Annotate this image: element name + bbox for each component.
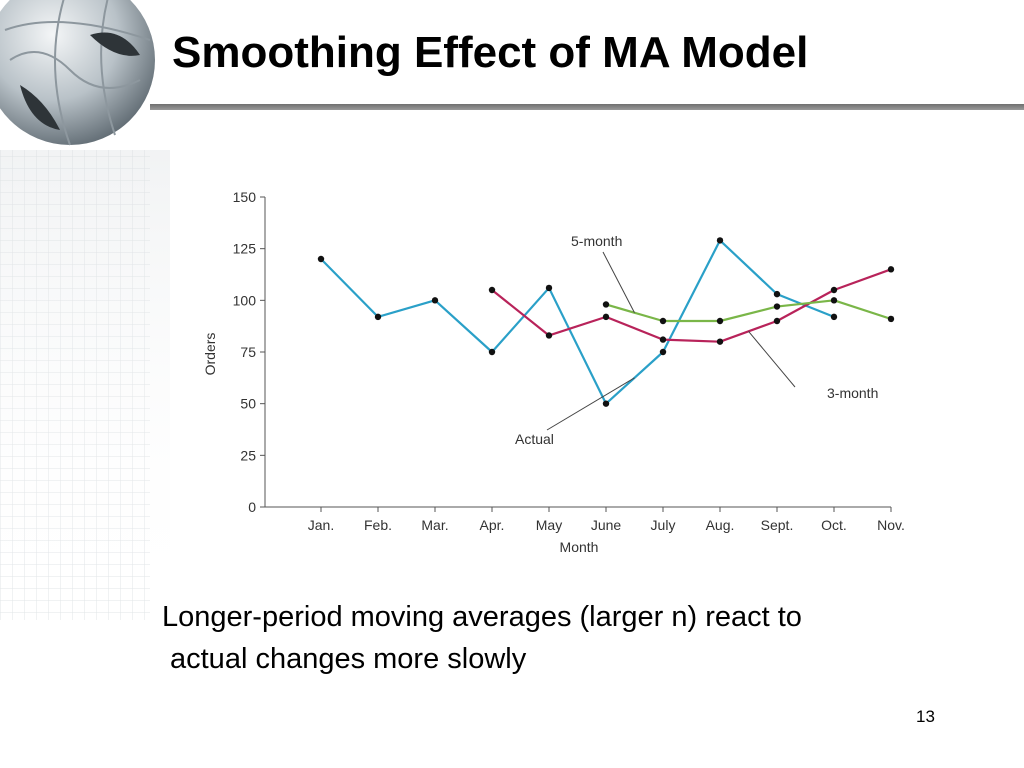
chart-axes: 0 25 50 75 100 125 150 Jan. Feb. Mar. Apr. May June J… xyxy=(233,189,905,533)
title-underline xyxy=(150,104,1024,110)
x-axis-label: Month xyxy=(560,539,599,555)
annotation-leader-line xyxy=(602,251,635,313)
moving-average-chart: 0 25 50 75 100 125 150 Jan. Feb. Mar. Apr. May June J… xyxy=(202,189,905,555)
data-point-3-month xyxy=(716,338,724,345)
data-point-3-month xyxy=(773,317,781,325)
data-point-actual xyxy=(317,255,325,263)
data-point-3-month xyxy=(659,336,667,343)
data-point-actual xyxy=(716,237,724,244)
annotation-label: 3-month xyxy=(827,385,878,401)
y-tick-label: 25 xyxy=(240,447,256,463)
slide-title: Smoothing Effect of MA Model xyxy=(172,28,809,77)
y-axis-label: Orders xyxy=(202,333,218,376)
annotation-leader-line xyxy=(748,331,796,388)
data-point-5-month xyxy=(887,315,895,323)
data-point-3-month xyxy=(830,286,838,294)
data-point-actual xyxy=(773,290,781,298)
caption-line-2: actual changes more slowly xyxy=(170,643,527,675)
data-point-5-month xyxy=(602,301,610,308)
data-point-3-month xyxy=(602,313,610,321)
x-tick-label: Feb. xyxy=(364,517,392,533)
data-point-5-month xyxy=(659,317,667,325)
x-tick-label: Aug. xyxy=(706,517,735,533)
data-point-actual xyxy=(374,313,382,321)
data-point-actual xyxy=(602,400,610,407)
x-tick-label: Jan. xyxy=(308,517,334,533)
data-point-5-month xyxy=(716,317,724,325)
data-point-actual xyxy=(659,348,667,356)
y-tick-label: 50 xyxy=(240,396,256,412)
caption-line-1: Longer-period moving averages (larger n)… xyxy=(162,601,802,633)
y-tick-label: 150 xyxy=(233,189,257,205)
data-point-5-month xyxy=(830,297,838,304)
annotation-label: Actual xyxy=(515,431,554,447)
chart-container: 0 25 50 75 100 125 150 Jan. Feb. Mar. Apr. May June J… xyxy=(195,180,925,560)
chart-annotations: 5-month 3-month Actual xyxy=(515,233,878,447)
data-point-actual xyxy=(830,313,838,321)
slide-caption: Longer-period moving averages (larger n)… xyxy=(162,596,982,680)
x-tick-label: July xyxy=(651,517,676,533)
annotation-label: 5-month xyxy=(571,233,622,249)
globe-image xyxy=(0,0,170,620)
y-tick-label: 125 xyxy=(233,241,257,257)
x-tick-label: May xyxy=(536,517,562,533)
data-point-actual xyxy=(545,284,553,292)
globe-decoration xyxy=(0,0,170,620)
data-point-3-month xyxy=(887,266,895,273)
x-tick-label: Nov. xyxy=(877,517,905,533)
x-tick-label: Mar. xyxy=(421,517,448,533)
x-tick-label: Apr. xyxy=(480,517,505,533)
data-point-3-month xyxy=(488,286,496,294)
data-point-3-month xyxy=(545,332,553,339)
series-line-3-month xyxy=(491,268,892,343)
x-tick-label: June xyxy=(591,517,622,533)
data-point-actual xyxy=(488,348,496,356)
data-point-actual xyxy=(431,297,439,304)
x-tick-label: Oct. xyxy=(821,517,847,533)
y-tick-label: 75 xyxy=(240,344,256,360)
y-tick-label: 0 xyxy=(248,499,256,515)
series-line-actual xyxy=(320,239,835,405)
annotation-leader-line xyxy=(546,377,635,431)
x-tick-label: Sept. xyxy=(761,517,794,533)
chart-series xyxy=(317,237,895,407)
page-number: 13 xyxy=(916,707,935,726)
data-point-5-month xyxy=(773,303,781,310)
series-line-5-month xyxy=(605,299,892,323)
y-tick-label: 100 xyxy=(233,292,257,308)
